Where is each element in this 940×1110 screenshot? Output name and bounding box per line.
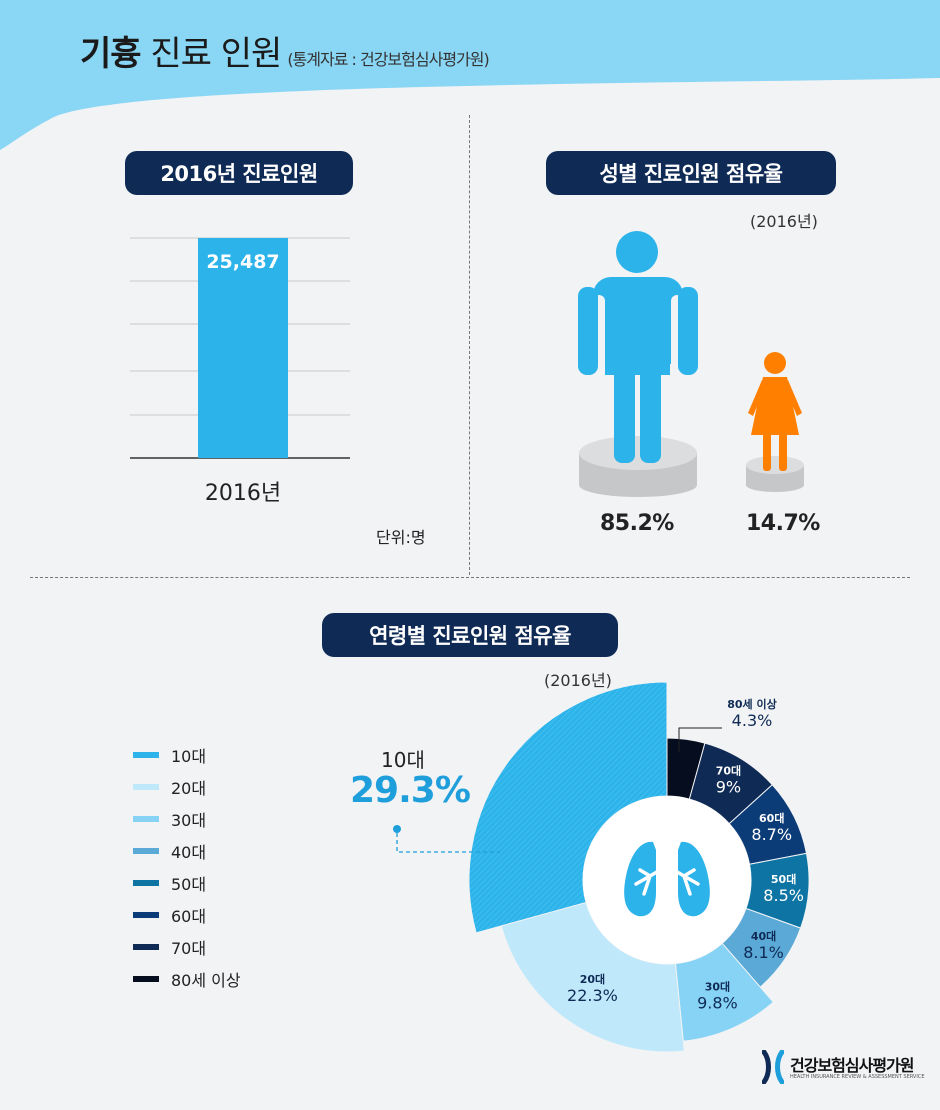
- donut-label-category: 50대: [771, 872, 796, 886]
- donut-label-category: 40대: [751, 929, 776, 943]
- legend-item: 80세 이상: [133, 967, 241, 991]
- donut-label-category: 70대: [716, 763, 741, 777]
- donut-label-value: 22.3%: [567, 986, 618, 1005]
- unit-label: 단위:명: [376, 528, 426, 547]
- legend-swatch: [133, 784, 159, 790]
- legend-label: 70대: [171, 939, 207, 958]
- title-source: (통계자료 : 건강보험심사평가원): [287, 50, 489, 69]
- legend-item: 70대: [133, 935, 206, 959]
- donut-label-value: 9%: [716, 777, 741, 796]
- legend-label: 50대: [171, 875, 207, 894]
- bar-value-label: 25,487: [206, 251, 279, 273]
- horizontal-divider: [30, 577, 910, 578]
- legend-label: 80세 이상: [171, 971, 241, 990]
- legend-label: 30대: [171, 811, 207, 830]
- male-pedestal: [579, 436, 697, 497]
- female-figure-icon: [748, 352, 802, 471]
- donut-label-category: 20대: [580, 972, 605, 986]
- female-pedestal: [746, 456, 804, 492]
- org-name-en: HEALTH INSURANCE REVIEW & ASSESSMENT SER…: [790, 1074, 925, 1080]
- donut-label-value: 4.3%: [732, 711, 773, 730]
- vertical-divider: [469, 115, 470, 575]
- legend-item: 60대: [133, 903, 206, 927]
- male-percent-label: 85.2%: [600, 511, 674, 536]
- legend-swatch: [133, 912, 159, 918]
- page-title: 기흉 진료 인원 (통계자료 : 건강보험심사평가원): [80, 26, 490, 75]
- title-rest: 진료 인원: [150, 34, 282, 74]
- callout-connector: [393, 825, 500, 853]
- legend-item: 10대: [133, 743, 206, 767]
- legend-swatch: [133, 944, 159, 950]
- gender-year-note: (2016년): [750, 212, 818, 231]
- header-background: [0, 0, 940, 150]
- bar-2016: [198, 238, 288, 458]
- legend-swatch: [133, 752, 159, 758]
- male-figure-icon: [578, 231, 698, 463]
- gender-figures: [578, 231, 804, 497]
- legend-item: 50대: [133, 871, 206, 895]
- total-bar-chart: 25,487 2016년: [130, 237, 350, 505]
- hira-logo-icon: [762, 1050, 784, 1084]
- total-panel-title: 2016년 진료인원: [125, 151, 353, 195]
- callout-label: 10대: [381, 748, 425, 772]
- x-tick-label: 2016년: [205, 481, 281, 505]
- legend-swatch: [133, 848, 159, 854]
- donut-label-value: 8.5%: [763, 886, 804, 905]
- donut-label-category: 60대: [759, 811, 784, 825]
- donut-label-value: 8.1%: [743, 943, 784, 962]
- legend-item: 30대: [133, 807, 206, 831]
- legend-swatch: [133, 976, 159, 982]
- callout-value: 29.3%: [350, 770, 471, 811]
- leader-80plus: [678, 727, 722, 752]
- legend-swatch: [133, 816, 159, 822]
- legend-label: 10대: [171, 747, 207, 766]
- title-bold: 기흉: [80, 34, 142, 74]
- age-panel-title: 연령별 진료인원 점유율: [322, 613, 618, 657]
- donut-label-category: 30대: [705, 980, 730, 994]
- donut-label-value: 8.7%: [751, 825, 792, 844]
- legend-item: 20대: [133, 775, 206, 799]
- org-name: 건강보험심사평가원: [790, 1056, 914, 1075]
- legend-label: 40대: [171, 843, 207, 862]
- female-percent-label: 14.7%: [746, 511, 820, 536]
- lungs-icon: [607, 820, 727, 940]
- legend-label: 60대: [171, 907, 207, 926]
- donut-label-category: 80세 이상: [727, 697, 777, 711]
- legend-swatch: [133, 880, 159, 886]
- legend-item: 40대: [133, 839, 206, 863]
- legend-label: 20대: [171, 779, 207, 798]
- age-year-note: (2016년): [544, 671, 612, 690]
- donut-label-value: 9.8%: [697, 994, 738, 1013]
- gender-panel-title: 성별 진료인원 점유율: [546, 151, 836, 195]
